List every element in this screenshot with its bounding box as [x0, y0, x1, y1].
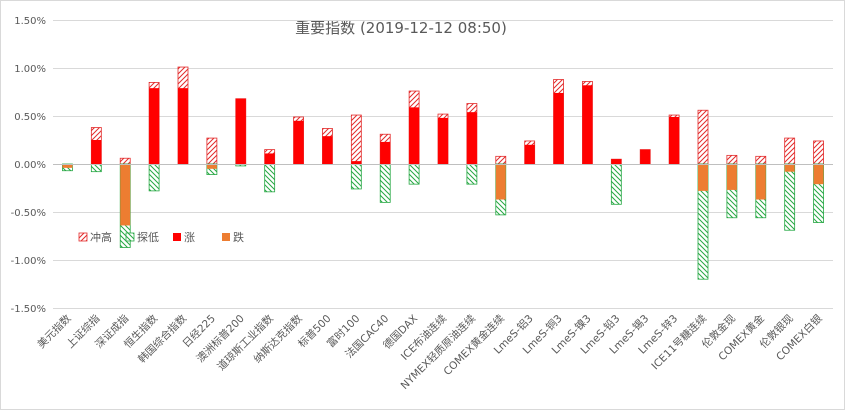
bar-up [524, 144, 535, 164]
bar-up [553, 92, 564, 164]
bar-down [755, 164, 766, 200]
bar-low [610, 163, 622, 205]
bar-up [178, 88, 188, 164]
legend-swatch-high [78, 232, 88, 242]
bar-up [466, 112, 477, 164]
bar-up [669, 116, 680, 164]
legend-label-high: 冲高 [90, 230, 112, 244]
y-tick-label: 1.50% [14, 16, 46, 27]
y-tick-label: -1.00% [11, 256, 46, 267]
legend-swatch-down [222, 233, 230, 241]
legend-label-down: 跌 [233, 230, 244, 244]
bar-down [726, 164, 737, 190]
y-tick-label: 1.00% [14, 64, 46, 75]
bar-up [438, 117, 448, 164]
bar-down [120, 164, 131, 226]
bar-high [726, 154, 738, 165]
bar-high [206, 137, 218, 165]
bar-low [408, 163, 420, 185]
bar-high [813, 140, 824, 165]
bar-up [409, 107, 420, 164]
bar-low [350, 163, 362, 190]
bar-high [697, 109, 709, 165]
bar-high [350, 114, 362, 165]
bar-up [351, 161, 362, 164]
y-axis: 1.50% 1.00% 0.50% 0.00% -0.50% -1.00% -1.50% [11, 16, 46, 315]
bar-low [784, 163, 796, 231]
legend-swatch-up [173, 233, 181, 241]
chart-title: 重要指数 (2019-12-12 08:50) [295, 19, 507, 37]
legend-label-up: 涨 [184, 231, 195, 244]
bar-high [784, 137, 796, 165]
bar-down [813, 164, 824, 185]
bar-down [206, 164, 217, 169]
bar-down [698, 164, 708, 191]
bar-low [90, 163, 102, 173]
bar-down [784, 164, 795, 172]
bar-up [640, 149, 651, 164]
bar-low [379, 163, 391, 203]
x-axis: 美元指数上证综指深证成指恒生指数韩国综合指数日经225澳洲标普200道琼斯工业指… [35, 164, 833, 392]
bar-high [495, 155, 507, 165]
bar-low [264, 163, 276, 193]
bar-up [611, 159, 622, 164]
y-tick-label: 0.00% [14, 160, 46, 171]
bar-up [235, 98, 246, 164]
bar-up [380, 141, 391, 164]
bar-up [322, 136, 333, 164]
legend-label-low: 探低 [137, 231, 159, 244]
bar-high [755, 155, 767, 165]
bar-up [293, 120, 304, 164]
bars [62, 66, 824, 280]
legend-swatch-low [125, 232, 135, 242]
bar-up [264, 153, 275, 164]
bar-down [495, 164, 506, 200]
y-tick-label: -0.50% [11, 208, 46, 219]
bar-up [582, 85, 593, 164]
y-tick-label: 0.50% [14, 112, 46, 123]
bar-high [119, 157, 131, 165]
legend: 冲高 探低 涨 跌 [78, 230, 244, 244]
bar-low [148, 163, 160, 192]
bar-up [91, 140, 102, 164]
bar-up [149, 88, 160, 164]
bar-down [62, 164, 73, 168]
bar-low [466, 163, 478, 185]
y-tick-label: -1.50% [11, 304, 46, 315]
